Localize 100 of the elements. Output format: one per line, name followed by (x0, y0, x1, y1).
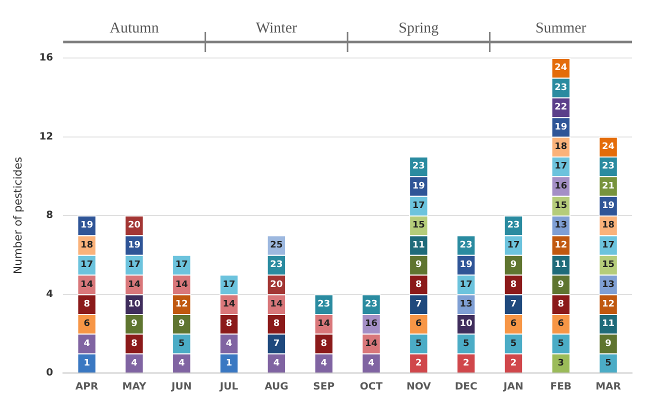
text: 19 (128, 240, 140, 250)
text: 14 (318, 319, 330, 330)
series-label: 2 (416, 358, 422, 368)
text: 13 (554, 220, 568, 231)
text: 8 (273, 319, 280, 330)
text: 14 (128, 280, 140, 290)
text: 18 (80, 240, 94, 250)
text: 9 (558, 280, 564, 290)
text: 8 (84, 299, 90, 310)
x-tick-label: SEP (313, 382, 335, 393)
text: 6 (510, 319, 517, 330)
text: 19 (412, 181, 425, 192)
text: 9 (178, 319, 185, 330)
text: 24 (554, 63, 568, 74)
x-tick-label: AUG (264, 382, 288, 393)
x-tick-label: DEC (454, 382, 478, 393)
x-tick-label: JUL (218, 382, 239, 393)
y-tick-label: 8 (46, 210, 54, 222)
series-label: 14 (270, 299, 283, 310)
series-label: 1 (84, 358, 90, 368)
text: 23 (602, 162, 615, 172)
series-label: 10 (128, 299, 140, 310)
x-tick-label: MAR (596, 382, 622, 393)
text: 11 (554, 260, 568, 270)
text: 14 (80, 280, 94, 290)
text: 4 (273, 358, 280, 368)
series-label: 24 (602, 142, 615, 152)
y-tick-label: 0 (46, 368, 54, 379)
text: 8 (320, 338, 327, 349)
series-label: 12 (602, 299, 615, 310)
text: 23 (460, 240, 472, 250)
text: 17 (80, 260, 94, 270)
text: 5 (416, 338, 422, 349)
text: 17 (222, 280, 236, 290)
series-label: 13 (602, 280, 615, 290)
series-label: 6 (84, 319, 90, 330)
text: 14 (222, 299, 236, 310)
x-tick-label: APR (75, 382, 98, 393)
text: 14 (364, 338, 378, 349)
text: 15 (554, 201, 568, 211)
text: 9 (605, 338, 612, 349)
x-tick-label: NOV (406, 382, 432, 393)
text: 17 (128, 260, 140, 270)
series-label: 15 (602, 260, 615, 270)
series-label: 7 (273, 338, 280, 349)
series-label: 20 (270, 280, 283, 290)
text: 11 (412, 240, 425, 250)
series-label: 4 (131, 358, 138, 368)
text: 23 (554, 82, 568, 93)
text: 8 (131, 338, 138, 349)
text: 19 (460, 260, 472, 270)
text: 5 (178, 338, 185, 349)
text: 17 (554, 162, 568, 172)
text: 14 (175, 280, 188, 290)
text: 7 (416, 299, 422, 310)
text: Summer (535, 20, 586, 36)
text: 6 (416, 319, 422, 330)
text: Autumn (110, 20, 160, 36)
text: 23 (364, 299, 378, 310)
text: 18 (554, 142, 568, 152)
series-label: 16 (364, 319, 378, 330)
text: 9 (510, 260, 517, 270)
series-label: 23 (270, 260, 283, 270)
text: 4 (178, 358, 185, 368)
text: 1 (226, 358, 232, 368)
text: 8 (510, 280, 517, 290)
text: 20 (128, 220, 140, 231)
series-label: 3 (558, 358, 564, 368)
text: 10 (460, 319, 472, 330)
text: 19 (80, 220, 94, 231)
series-label: 18 (602, 220, 615, 231)
x-tick-label: JAN (502, 382, 524, 393)
text: 6 (558, 319, 564, 330)
text: 25 (462, 338, 470, 368)
series-label: 17 (507, 240, 520, 250)
text: 12 (554, 240, 568, 250)
text: 8 (416, 280, 422, 290)
text: 23 (412, 162, 425, 172)
text: 5 (558, 338, 564, 349)
text: 8 (558, 299, 564, 310)
y-tick-label: 12 (39, 131, 54, 142)
series-label: 21 (602, 181, 615, 192)
x-tick-label: OCT (360, 382, 383, 393)
text: 19 (554, 122, 568, 132)
text: 17 (412, 201, 425, 211)
text: Winter (256, 20, 297, 36)
text: 12 (175, 299, 188, 310)
series-label: 19 (602, 201, 615, 211)
series-label: 8 (226, 319, 232, 330)
x-tick-label: FEB (550, 382, 572, 393)
series-label: 22 (554, 102, 568, 113)
x-tick-label: JUN (170, 382, 192, 393)
series-label: 25 (270, 240, 283, 250)
text: 25 (510, 338, 517, 368)
text: 4 (84, 338, 90, 349)
y-axis-title: Number of pesticides (11, 156, 24, 274)
text: 17 (602, 240, 615, 250)
text: 7 (510, 299, 517, 310)
text: 4 (226, 338, 232, 349)
text: 15 (412, 220, 425, 231)
